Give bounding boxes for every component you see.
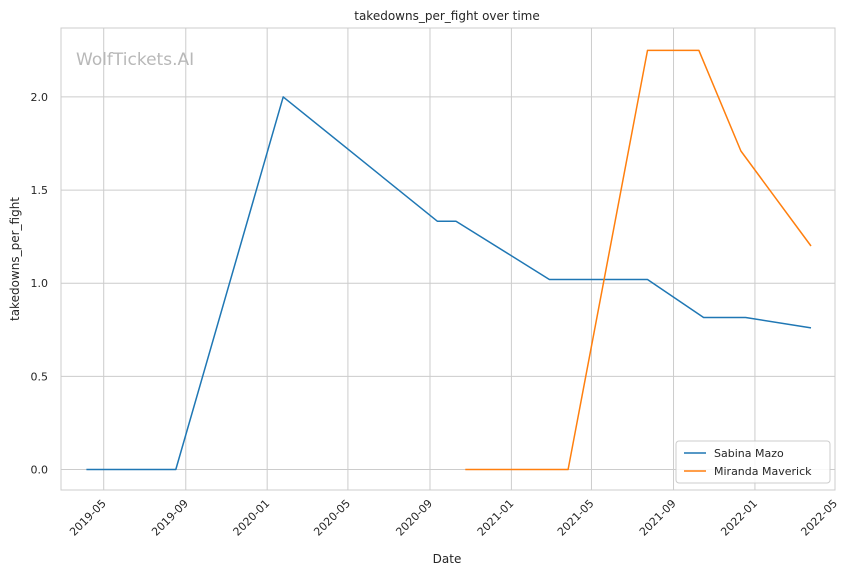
series-line-0: [86, 96, 812, 471]
legend: Sabina Mazo Miranda Maverick: [675, 440, 831, 484]
x-tick-label: 2021-05: [555, 497, 597, 539]
y-tick-label: 1.0: [31, 277, 49, 290]
y-tick-label: 0.5: [31, 370, 49, 383]
series-lines: [86, 49, 812, 471]
x-tick-label: 2019-09: [149, 497, 191, 539]
y-tick-label: 2.0: [31, 91, 49, 104]
legend-box: [675, 440, 831, 484]
y-axis-title: takedowns_per_fight: [8, 197, 22, 321]
series-line-1: [465, 49, 812, 471]
x-tick-label: 2022-05: [798, 497, 840, 539]
legend-label: Sabina Mazo: [714, 447, 784, 460]
x-axis-title: Date: [433, 552, 462, 566]
x-tick-label: 2020-09: [393, 497, 435, 539]
y-tick-label: 0.0: [31, 464, 49, 477]
x-tick-label: 2020-05: [311, 497, 353, 539]
x-tick-label: 2019-05: [67, 497, 109, 539]
grid-lines: [61, 28, 836, 490]
x-tick-label: 2021-09: [637, 497, 679, 539]
y-tick-labels: 0.0 0.5 1.0 1.5 2.0: [31, 91, 49, 477]
watermark: WolfTickets.AI: [76, 50, 194, 70]
x-tick-label: 2020-01: [231, 497, 273, 539]
legend-label: Miranda Maverick: [714, 465, 812, 478]
y-tick-label: 1.5: [31, 184, 49, 197]
x-tick-labels: 2019-05 2019-09 2020-01 2020-05 2020-09 2021-…: [67, 497, 840, 539]
plot-frame: [60, 27, 836, 491]
chart-title: takedowns_per_fight over time: [354, 9, 540, 23]
x-tick-label: 2022-01: [718, 497, 760, 539]
x-tick-label: 2021-01: [475, 497, 517, 539]
